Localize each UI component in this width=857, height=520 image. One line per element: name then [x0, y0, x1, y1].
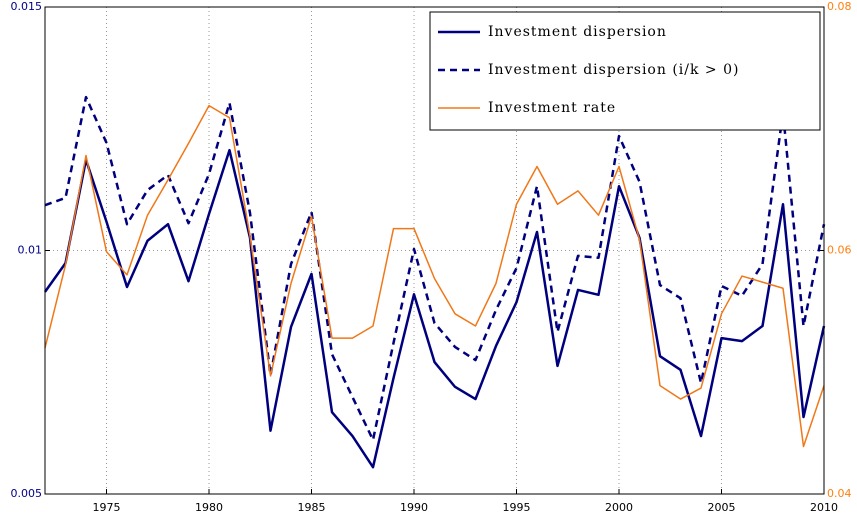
x-tick-label: 1980: [195, 501, 223, 514]
y-tick-label: 0.005: [11, 487, 43, 500]
y2-tick-label: 0.04: [827, 487, 852, 500]
x-tick-label: 1985: [298, 501, 326, 514]
y2-tick-label: 0.08: [827, 0, 852, 13]
x-tick-label: 2005: [708, 501, 736, 514]
legend-label: Investment dispersion (i/k > 0): [488, 62, 739, 78]
x-tick-label: 2010: [810, 501, 838, 514]
legend-label: Investment rate: [488, 100, 616, 116]
y-tick-label: 0.01: [18, 244, 43, 257]
y-tick-label: 0.015: [11, 0, 43, 13]
legend-box: [429, 11, 821, 131]
series-line: [43, 148, 826, 469]
plot-frame: [44, 6, 825, 495]
y2-tick-label: 0.06: [827, 244, 852, 257]
x-tick-label: 1975: [93, 501, 121, 514]
series-line: [44, 104, 825, 448]
x-tick-label: 1995: [503, 501, 531, 514]
x-tick-label: 2000: [605, 501, 633, 514]
legend-label: Investment dispersion: [488, 24, 667, 40]
x-tick-label: 1990: [400, 501, 428, 514]
series-line: [44, 95, 826, 442]
